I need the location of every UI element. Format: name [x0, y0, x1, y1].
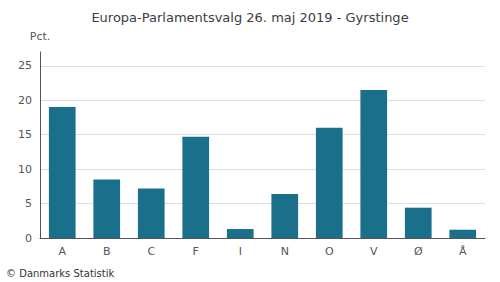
svg-text:I: I [239, 245, 242, 258]
svg-text:0: 0 [25, 232, 32, 245]
svg-text:A: A [58, 245, 66, 258]
svg-text:5: 5 [25, 197, 32, 210]
svg-text:Europa-Parlamentsvalg 26. maj: Europa-Parlamentsvalg 26. maj 2019 - Gyr… [91, 10, 408, 25]
svg-text:20: 20 [18, 94, 32, 107]
svg-text:© Danmarks Statistik: © Danmarks Statistik [6, 268, 115, 279]
svg-text:Ø: Ø [414, 245, 423, 258]
svg-text:O: O [325, 245, 334, 258]
svg-text:10: 10 [18, 163, 32, 176]
svg-text:C: C [147, 245, 155, 258]
svg-text:Å: Å [459, 245, 467, 258]
svg-text:15: 15 [18, 128, 32, 141]
svg-text:V: V [370, 245, 378, 258]
svg-text:25: 25 [18, 59, 32, 72]
svg-text:B: B [103, 245, 111, 258]
svg-text:F: F [193, 245, 199, 258]
svg-text:N: N [281, 245, 289, 258]
svg-text:Pct.: Pct. [30, 30, 51, 43]
